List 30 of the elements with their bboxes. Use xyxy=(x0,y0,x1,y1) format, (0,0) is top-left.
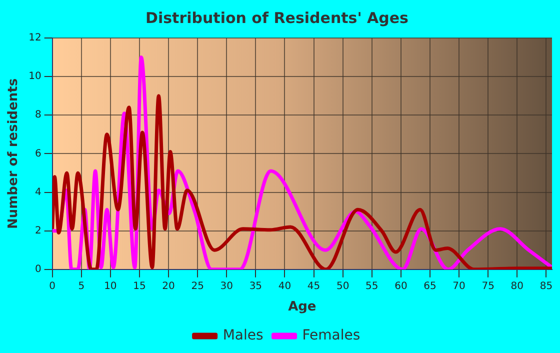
x-tick-label: 75 xyxy=(482,280,494,292)
y-tick-label: 8 xyxy=(34,110,42,121)
x-tick-label: 20 xyxy=(162,280,175,292)
y-tick-label: 2 xyxy=(34,225,42,236)
x-tick-label: 40 xyxy=(278,280,292,292)
x-tick-label: 0 xyxy=(49,280,56,292)
x-tick-label: 85 xyxy=(540,280,553,292)
y-axis-title: Number of residents xyxy=(6,78,22,230)
x-tick-label: 35 xyxy=(249,280,262,292)
x-tick-label: 55 xyxy=(366,280,378,292)
x-tick-label: 30 xyxy=(220,280,233,292)
legend-label: Females xyxy=(302,328,360,344)
x-tick-label: 60 xyxy=(394,280,408,292)
x-tick-label: 50 xyxy=(336,280,350,292)
chart-title: Distribution of Residents' Ages xyxy=(146,8,409,27)
x-tick-label: 5 xyxy=(78,280,85,292)
y-tick-label: 0 xyxy=(34,264,42,275)
x-tick-label: 10 xyxy=(104,280,117,292)
y-tick-label: 4 xyxy=(34,186,42,198)
x-tick-label: 45 xyxy=(307,280,320,292)
x-tick-label: 25 xyxy=(191,280,204,292)
x-tick-label: 80 xyxy=(510,280,524,292)
legend-label: Males xyxy=(222,328,264,344)
x-tick-label: 65 xyxy=(424,280,436,292)
x-axis-title: Age xyxy=(288,300,316,315)
y-tick-label: 6 xyxy=(34,148,42,160)
y-tick-label: 10 xyxy=(28,71,42,82)
y-tick-label: 12 xyxy=(28,32,42,44)
x-tick-label: 15 xyxy=(133,280,146,292)
x-tick-label: 70 xyxy=(452,280,466,292)
